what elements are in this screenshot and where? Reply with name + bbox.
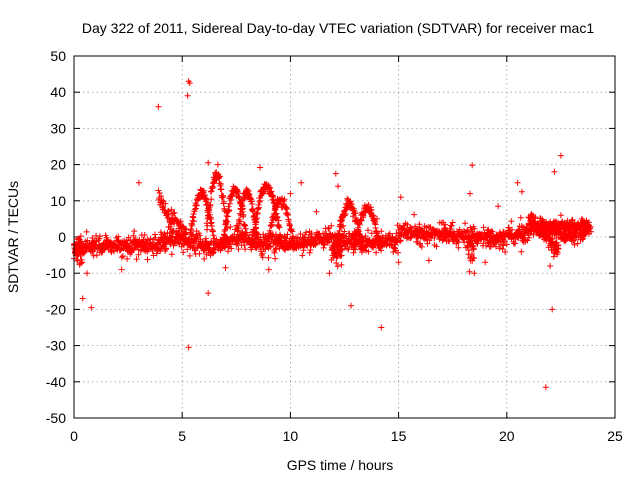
- x-tick-label: 0: [70, 428, 78, 444]
- x-axis-label: GPS time / hours: [287, 457, 394, 473]
- y-tick-label: 0: [58, 229, 66, 245]
- x-tick-label: 25: [607, 428, 623, 444]
- sdtvar-series-points: [71, 78, 594, 391]
- y-tick-label: -30: [46, 338, 66, 354]
- chart-title: Day 322 of 2011, Sidereal Day-to-day VTE…: [82, 20, 594, 36]
- y-tick-label: 50: [50, 48, 66, 64]
- y-axis-label: SDTVAR / TECUs: [5, 181, 21, 293]
- y-tick-label: 10: [50, 193, 66, 209]
- y-tick-label: 40: [50, 84, 66, 100]
- y-tick-label: -50: [46, 410, 66, 426]
- x-tick-label: 15: [391, 428, 407, 444]
- y-tick-label: -10: [46, 265, 66, 281]
- y-tick-label: 20: [50, 157, 66, 173]
- y-tick-label: 30: [50, 120, 66, 136]
- plot-border: [73, 55, 616, 419]
- axis-ticks: -50 -40 -30 -20 -10 0 10 20 30 40 50 0 5 10 15 20 25: [46, 48, 623, 444]
- x-tick-label: 5: [178, 428, 186, 444]
- y-tick-label: -40: [46, 374, 66, 390]
- x-tick-label: 20: [499, 428, 515, 444]
- y-tick-label: -20: [46, 301, 66, 317]
- x-tick-label: 10: [283, 428, 299, 444]
- data-points: [71, 78, 594, 391]
